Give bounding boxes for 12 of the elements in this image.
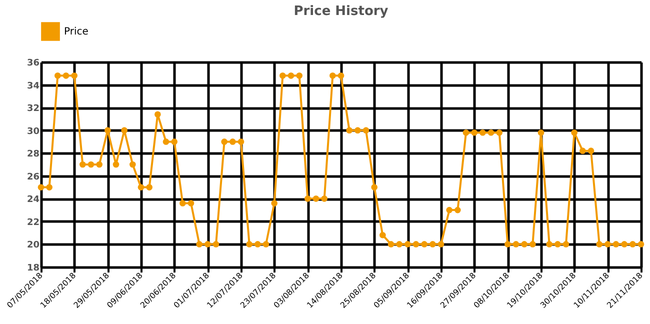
y-tick-label: 24	[26, 195, 40, 206]
y-tick-label: 22	[26, 218, 40, 228]
y-tick-label: 30	[26, 126, 40, 137]
y-tick-label: 28	[26, 150, 40, 160]
y-tick-label: 18	[26, 264, 40, 274]
legend-label: Price	[64, 26, 88, 38]
chart-title: Price History	[294, 4, 389, 19]
y-tick-label: 32	[26, 104, 40, 114]
y-tick-label: 34	[26, 81, 40, 92]
y-tick-label: 36	[26, 58, 40, 68]
y-tick-label: 26	[26, 172, 40, 182]
y-tick-label: 20	[26, 240, 40, 251]
